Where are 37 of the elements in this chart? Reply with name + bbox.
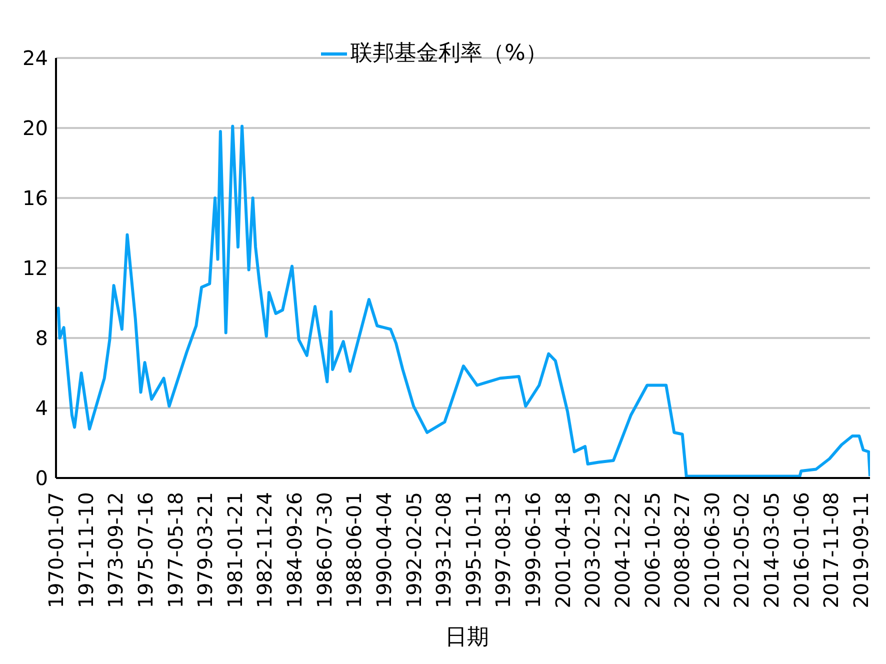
x-tick-label: 1993-12-08 — [432, 492, 456, 608]
x-tick-label: 1988-06-01 — [342, 492, 366, 608]
x-tick-label: 2012-05-02 — [730, 492, 754, 608]
x-tick-label: 1977-05-18 — [163, 492, 188, 608]
x-tick-label: 1971-11-10 — [74, 492, 98, 608]
x-tick-label: 2003-02-19 — [580, 492, 605, 608]
x-tick-label: 2019-09-11 — [848, 492, 873, 608]
x-tick-label: 2006-10-25 — [640, 492, 664, 608]
x-tick-label: 2004-12-22 — [610, 492, 634, 608]
x-tick-label: 2017-11-08 — [819, 492, 844, 608]
x-tick-label: 2016-01-06 — [789, 492, 814, 608]
x-tick-label: 2010-06-30 — [700, 492, 724, 608]
y-tick-label: 24 — [22, 46, 48, 70]
x-tick-label: 1984-09-26 — [282, 492, 307, 608]
x-tick-label: 1970-01-07 — [44, 492, 68, 608]
x-tick-label: 1982-11-24 — [252, 492, 277, 608]
x-tick-label: 1975-07-16 — [133, 492, 158, 608]
x-tick-label: 1973-09-12 — [104, 492, 128, 608]
y-tick-label: 4 — [35, 396, 48, 420]
y-tick-label: 0 — [35, 466, 48, 490]
x-tick-label: 1990-04-04 — [372, 492, 396, 608]
x-tick-label: 2008-08-27 — [670, 492, 694, 608]
x-tick-label: 2001-04-18 — [550, 492, 575, 608]
x-tick-label: 1992-02-05 — [402, 492, 426, 608]
x-tick-label: 1995-10-11 — [461, 492, 486, 608]
x-tick-label: 2014-03-05 — [760, 492, 784, 608]
y-tick-label: 16 — [22, 186, 48, 210]
x-axis-title: 日期 — [444, 624, 490, 652]
x-tick-label: 1986-07-30 — [312, 492, 336, 608]
y-tick-label: 8 — [35, 326, 48, 350]
y-tick-label: 20 — [22, 116, 48, 140]
x-tick-label: 1979-03-21 — [193, 492, 218, 608]
x-tick-label: 1981-01-21 — [222, 492, 247, 608]
y-tick-label: 12 — [22, 256, 48, 280]
x-tick-label: 1997-08-13 — [491, 492, 516, 608]
legend-label: 联邦基金利率（%） — [350, 41, 548, 66]
x-tick-label: 1999-06-16 — [521, 492, 546, 608]
